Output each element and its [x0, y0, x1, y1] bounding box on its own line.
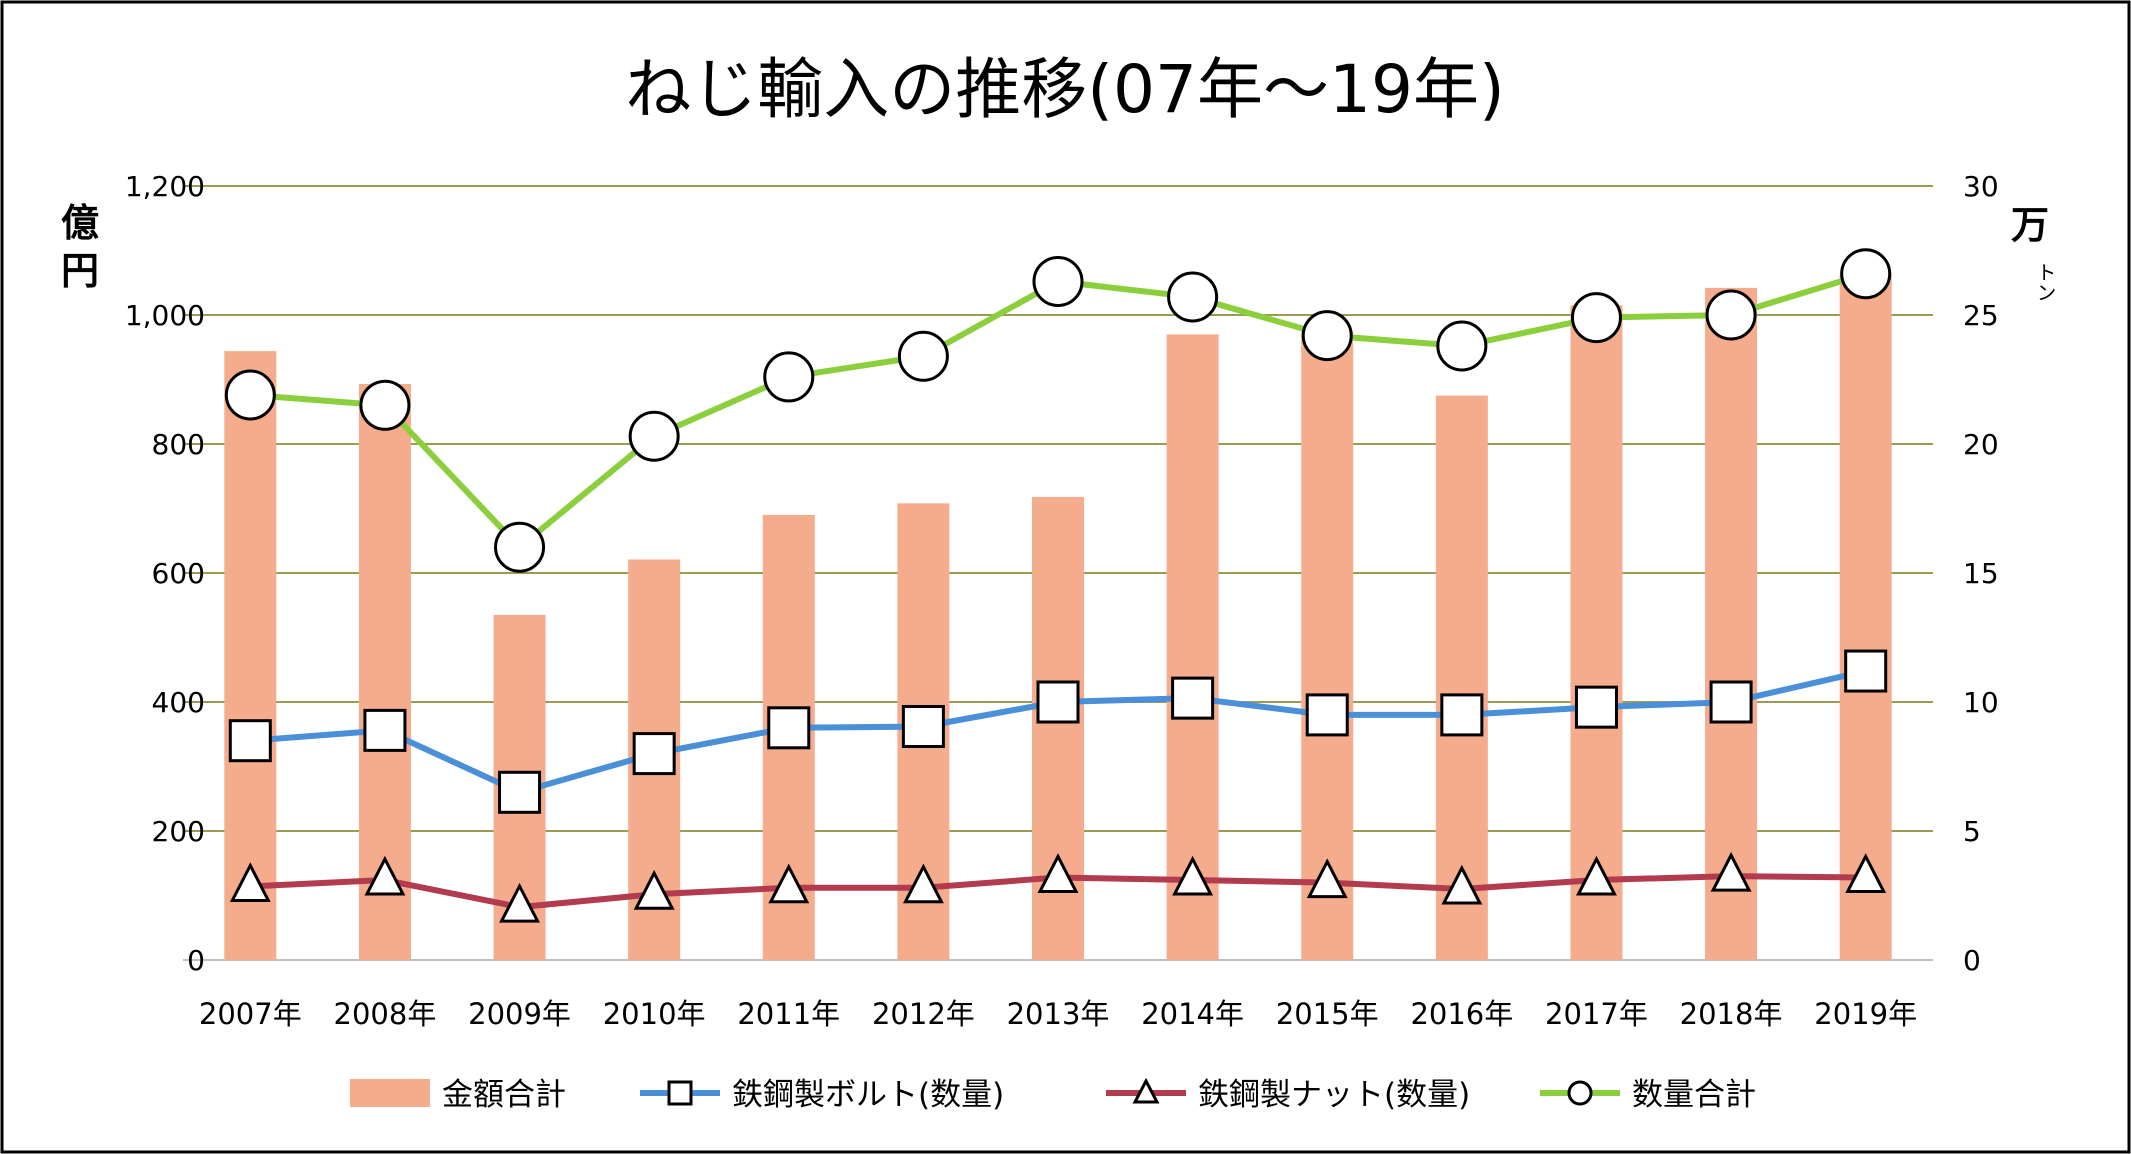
- circle-marker: [1032, 255, 1084, 307]
- square-marker: [1844, 649, 1888, 693]
- circle-marker: [763, 351, 815, 403]
- legend-label: 鉄鋼製ボルト(数量): [732, 1077, 1004, 1113]
- y-left-unit: 億円: [61, 201, 99, 293]
- triangle-marker: [1845, 853, 1887, 893]
- circle-marker: [1436, 320, 1488, 372]
- y-left-tick-label: 400: [152, 686, 205, 719]
- y-right-unit-sub: トン: [2033, 262, 2057, 302]
- circle-marker: [1840, 248, 1892, 300]
- x-tick-label: 2018年: [1680, 997, 1783, 1031]
- x-tick-label: 2008年: [334, 997, 437, 1031]
- y-right-unit: 万 トン: [2011, 203, 2057, 302]
- legend-square-marker: [667, 1080, 693, 1106]
- y-left-unit-char: 円: [61, 249, 99, 293]
- square-marker: [1574, 685, 1618, 729]
- square-marker: [363, 708, 407, 752]
- y-right-tick-label: 20: [1963, 428, 1999, 461]
- square-marker: [498, 770, 542, 814]
- triangle-marker: [1037, 853, 1079, 893]
- square-marker: [1709, 680, 1753, 724]
- circle-marker: [494, 521, 546, 573]
- legend-circle-marker: [1567, 1080, 1593, 1106]
- y-left-tick-label: 200: [152, 815, 205, 848]
- y-left-tick-labels: 0 200 400 600 800 1,000 1,200: [125, 170, 205, 977]
- triangle-marker: [1710, 851, 1752, 892]
- legend-swatch: [350, 1079, 430, 1107]
- gridlines: [183, 185, 1933, 961]
- x-tick-label: 2010年: [603, 997, 706, 1031]
- circle-marker: [1301, 310, 1353, 362]
- y-right-tick-labels: 0 5 10 15 20 25 30: [1963, 170, 1999, 977]
- legend-triangle-marker: [1132, 1077, 1160, 1104]
- y-left-tick-label: 600: [152, 557, 205, 590]
- x-tick-label: 2007年: [199, 997, 302, 1031]
- y-right-tick-label: 5: [1963, 815, 1981, 848]
- x-tick-label: 2014年: [1141, 997, 1244, 1031]
- x-tick-label: 2012年: [872, 997, 975, 1031]
- square-marker: [632, 732, 676, 776]
- y-left-unit-char: 億: [61, 201, 99, 245]
- square-marker: [1036, 680, 1080, 724]
- y-right-tick-label: 0: [1963, 944, 1981, 977]
- triangle-marker: [499, 882, 540, 923]
- x-tick-label: 2019年: [1814, 997, 1917, 1031]
- line-markers: [224, 248, 1892, 923]
- circle-marker: [1570, 292, 1622, 344]
- bar: [1166, 334, 1219, 961]
- square-marker: [1440, 693, 1484, 737]
- y-right-unit-main: 万: [2011, 203, 2049, 247]
- y-right-tick-label: 15: [1963, 557, 1999, 590]
- triangle-marker: [229, 862, 271, 902]
- circle-marker: [359, 379, 411, 431]
- square-marker: [228, 719, 272, 763]
- circle-marker: [1705, 289, 1757, 341]
- circle-marker: [897, 330, 949, 382]
- x-tick-label: 2009年: [468, 997, 571, 1031]
- bar: [1839, 274, 1892, 960]
- y-left-tick-label: 800: [152, 428, 205, 461]
- triangle-marker: [1306, 858, 1348, 899]
- triangle-marker: [1441, 864, 1483, 905]
- triangle-marker: [1576, 855, 1617, 896]
- triangle-marker: [364, 855, 406, 896]
- y-left-tick-label: 1,200: [125, 170, 205, 203]
- legend-label: 鉄鋼製ナット(数量): [1198, 1077, 1470, 1113]
- legend-label: 金額合計: [442, 1077, 566, 1113]
- triangle-marker: [1172, 855, 1214, 896]
- triangle-marker: [768, 863, 810, 904]
- circle-marker: [1167, 271, 1219, 323]
- square-marker: [1171, 676, 1215, 720]
- square-marker: [901, 705, 945, 749]
- y-right-tick-label: 10: [1963, 686, 1999, 719]
- bar: [224, 351, 277, 960]
- x-tick-label: 2013年: [1007, 997, 1110, 1031]
- x-tick-labels: 2007年 2008年 2009年 2010年 2011年 2012年 2013年 2014年…: [199, 997, 1917, 1031]
- bar: [1301, 331, 1354, 960]
- y-right-tick-label: 30: [1963, 170, 1999, 203]
- circle-marker: [628, 410, 680, 462]
- circle-marker: [224, 369, 276, 421]
- bar: [1705, 287, 1758, 960]
- y-left-tick-label: 0: [187, 944, 205, 977]
- x-tick-label: 2011年: [737, 997, 840, 1031]
- triangle-marker: [902, 863, 944, 904]
- legend-label: 数量合計: [1632, 1077, 1756, 1113]
- chart-title: ねじ輸入の推移(07年〜19年): [625, 51, 1504, 128]
- y-left-tick-label: 1,000: [125, 299, 205, 332]
- triangle-marker: [633, 869, 675, 910]
- square-marker: [1305, 693, 1349, 737]
- legend: 金額合計 鉄鋼製ボルト(数量) 鉄鋼製ナット(数量) 数量合計: [350, 1077, 1756, 1113]
- y-right-tick-label: 25: [1963, 299, 1999, 332]
- x-tick-label: 2017年: [1545, 997, 1648, 1031]
- x-tick-label: 2015年: [1276, 997, 1379, 1031]
- square-marker: [767, 706, 811, 750]
- x-tick-label: 2016年: [1410, 997, 1513, 1031]
- bar: [1570, 305, 1623, 960]
